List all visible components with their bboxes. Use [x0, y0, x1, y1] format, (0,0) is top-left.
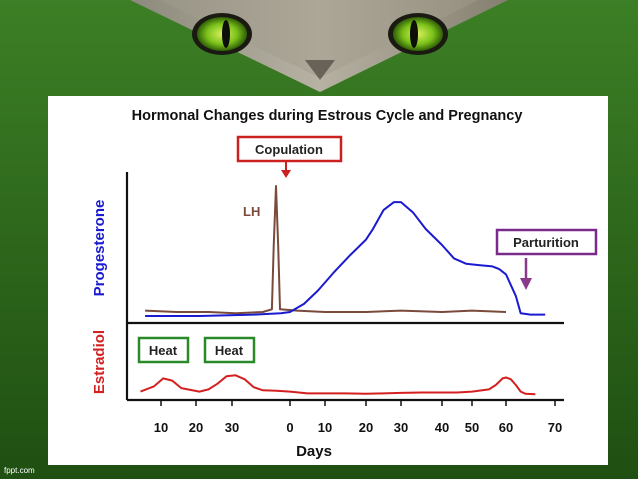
parturition-label: Parturition: [513, 235, 579, 250]
x-tick-label: 10: [154, 420, 168, 435]
lh-series-line: [145, 185, 507, 315]
heat-box-1: [137, 336, 190, 364]
chart-title: Hormonal Changes during Estrous Cycle an…: [132, 108, 523, 124]
x-tick-label: 10: [318, 420, 332, 435]
x-tick-label: 50: [465, 420, 479, 435]
estradiol-axis-label: Estradiol: [91, 330, 108, 394]
copulation-arrowhead-icon: [281, 170, 291, 178]
copulation-box: [236, 135, 343, 163]
x-tick-label: 30: [394, 420, 408, 435]
x-tick-label: 20: [359, 420, 373, 435]
x-tick-label: 20: [189, 420, 203, 435]
x-tick-label: 70: [548, 420, 562, 435]
heat-label-1: Heat: [149, 343, 178, 358]
copulation-label: Copulation: [255, 142, 323, 157]
progesterone-series-line: [145, 201, 546, 317]
copulation-annotation: Copulation: [236, 135, 343, 178]
heat-label-2: Heat: [215, 343, 244, 358]
heat-box-2: [203, 336, 256, 364]
heat-annotation-2: Heat: [203, 336, 256, 364]
x-tick-label: 60: [499, 420, 513, 435]
parturition-annotation: Parturition: [495, 228, 598, 290]
credit-text: fppt.com: [4, 466, 35, 475]
parturition-box: [495, 228, 598, 256]
lh-label: LH: [243, 204, 260, 219]
progesterone-axis-label: Progesterone: [91, 200, 108, 297]
x-tick-label: 0: [286, 420, 293, 435]
heat-annotation-1: Heat: [137, 336, 190, 364]
parturition-arrowhead-icon: [520, 278, 532, 290]
x-ticks: 10 20 30 0 10 20 30 40 50 60 70: [154, 400, 562, 435]
x-tick-label: 40: [435, 420, 449, 435]
x-tick-label: 30: [225, 420, 239, 435]
estradiol-series-line: [140, 374, 536, 396]
cat-eyes-banner: [130, 0, 508, 92]
x-axis-label: Days: [296, 443, 332, 460]
